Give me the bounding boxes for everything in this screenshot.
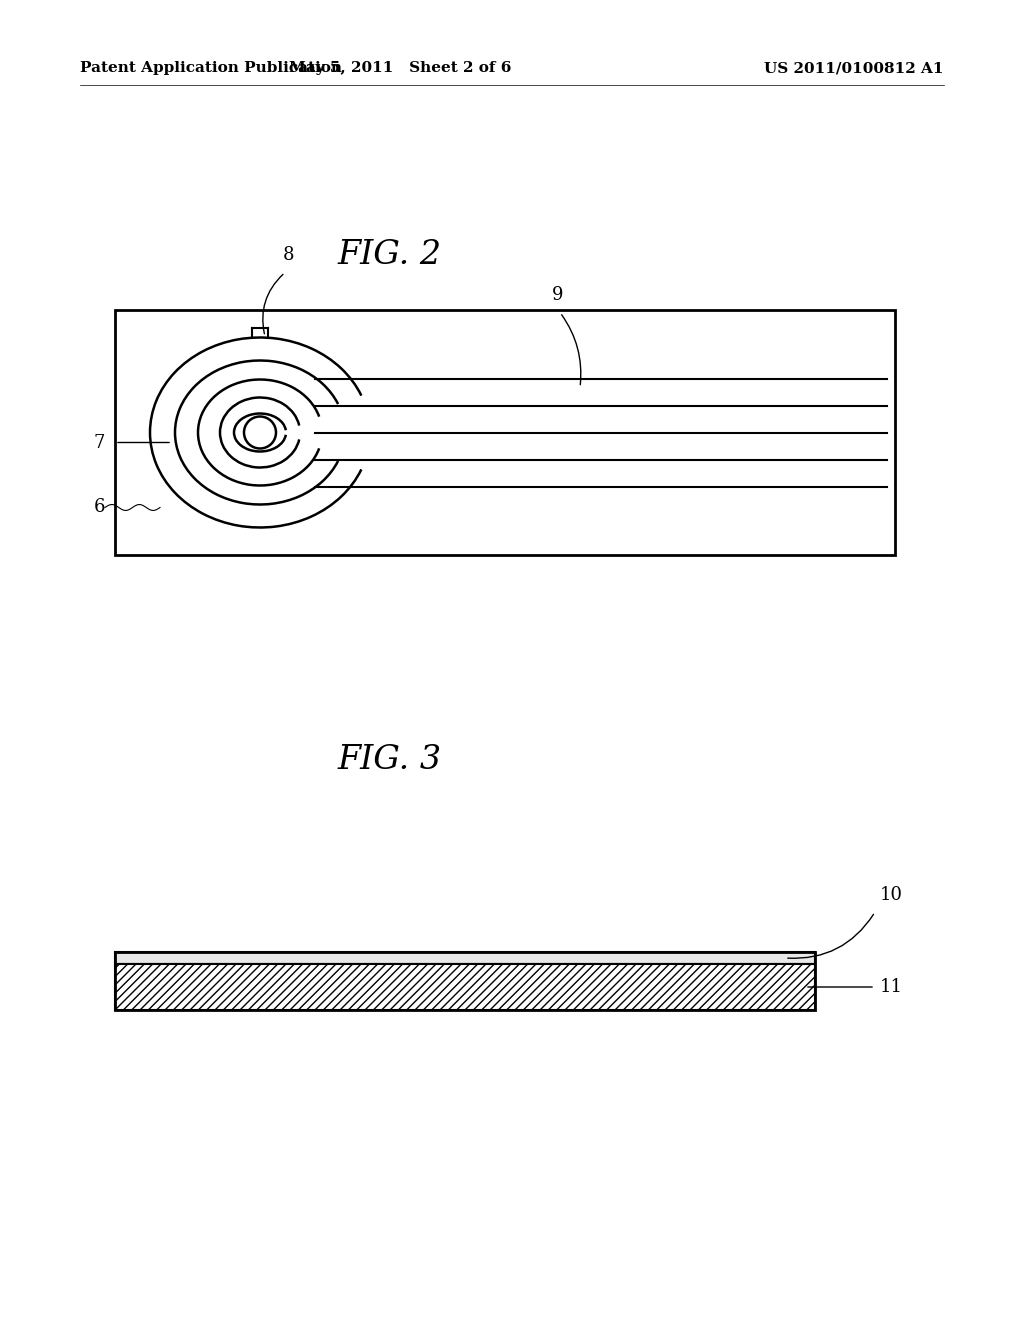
Text: FIG. 2: FIG. 2 [338,239,442,271]
Text: May 5, 2011   Sheet 2 of 6: May 5, 2011 Sheet 2 of 6 [289,61,511,75]
Bar [115,310,895,554]
Text: 11: 11 [880,978,903,997]
Bar [115,952,815,1010]
Text: 10: 10 [880,886,903,904]
Text: Patent Application Publication: Patent Application Publication [80,61,342,75]
Text: US 2011/0100812 A1: US 2011/0100812 A1 [765,61,944,75]
Bar [115,952,815,964]
Text: 6: 6 [93,499,105,516]
Text: 8: 8 [283,247,294,264]
Text: FIG. 3: FIG. 3 [338,744,442,776]
Text: 9: 9 [552,286,564,305]
Text: 7: 7 [93,433,105,451]
Bar [115,964,815,1010]
